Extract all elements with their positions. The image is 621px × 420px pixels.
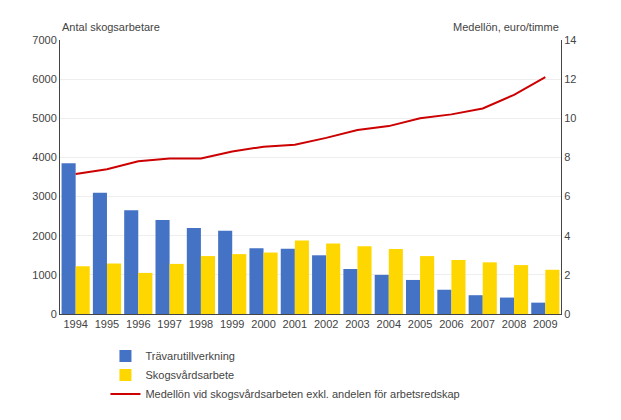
svg-text:2008: 2008: [502, 318, 526, 330]
svg-text:1996: 1996: [126, 318, 150, 330]
svg-text:Antal skogsarbetare: Antal skogsarbetare: [62, 21, 160, 33]
svg-text:6000: 6000: [32, 73, 56, 85]
svg-text:2009: 2009: [533, 318, 557, 330]
svg-text:Medellön vid skogsvårdsarbeten: Medellön vid skogsvårdsarbeten exkl. and…: [145, 388, 459, 400]
svg-text:Skogsvårdsarbete: Skogsvårdsarbete: [145, 369, 234, 381]
svg-text:5000: 5000: [32, 112, 56, 124]
svg-text:1994: 1994: [63, 318, 87, 330]
svg-text:14: 14: [564, 34, 576, 46]
svg-text:6: 6: [564, 190, 570, 202]
svg-text:1998: 1998: [189, 318, 213, 330]
svg-text:10: 10: [564, 112, 576, 124]
svg-text:4000: 4000: [32, 151, 56, 163]
svg-text:12: 12: [564, 73, 576, 85]
svg-text:2: 2: [564, 269, 570, 281]
svg-text:2003: 2003: [345, 318, 369, 330]
svg-text:0: 0: [564, 308, 570, 320]
svg-text:Trävarutillverkning: Trävarutillverkning: [145, 350, 234, 362]
svg-text:2004: 2004: [377, 318, 401, 330]
svg-text:1000: 1000: [32, 269, 56, 281]
svg-text:4: 4: [564, 230, 570, 242]
svg-text:7000: 7000: [32, 34, 56, 46]
svg-text:2001: 2001: [283, 318, 307, 330]
svg-text:2000: 2000: [32, 230, 56, 242]
svg-text:2007: 2007: [470, 318, 494, 330]
svg-text:1999: 1999: [220, 318, 244, 330]
svg-text:3000: 3000: [32, 190, 56, 202]
svg-text:Medellön, euro/timme: Medellön, euro/timme: [453, 21, 559, 33]
svg-text:0: 0: [51, 308, 57, 320]
svg-text:2002: 2002: [314, 318, 338, 330]
svg-text:8: 8: [564, 151, 570, 163]
svg-text:1997: 1997: [157, 318, 181, 330]
svg-text:2006: 2006: [439, 318, 463, 330]
svg-text:2000: 2000: [251, 318, 275, 330]
svg-text:2005: 2005: [408, 318, 432, 330]
svg-text:1995: 1995: [95, 318, 119, 330]
